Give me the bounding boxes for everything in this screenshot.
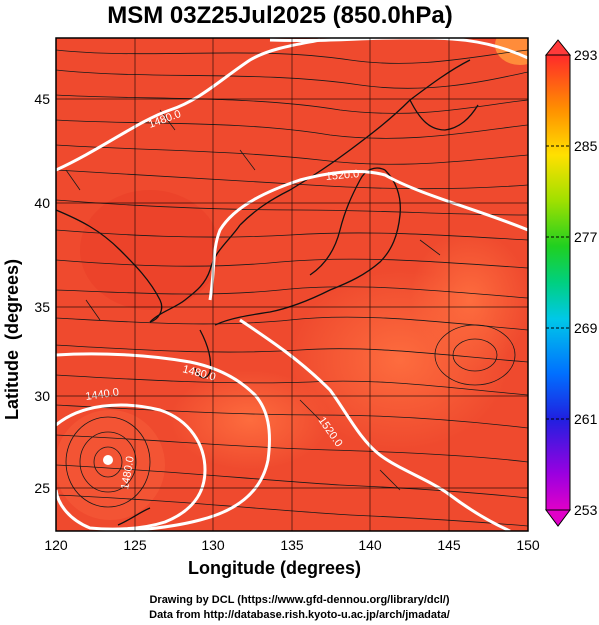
colorbar-tick-285: 285 bbox=[574, 138, 598, 154]
contour-label-2: 1520.0 bbox=[325, 168, 360, 183]
plot-frame bbox=[55, 37, 529, 532]
x-axis-ticks: 120 125 130 135 140 145 150 bbox=[44, 537, 540, 553]
gridlines bbox=[56, 38, 528, 531]
colorbar-tick-277: 277 bbox=[574, 229, 598, 245]
colorbar-tick-253: 253 bbox=[574, 502, 598, 518]
y-tick-40: 40 bbox=[34, 195, 50, 211]
contour-label-4: 1440.0 bbox=[85, 386, 120, 403]
colorbar-tick-269: 269 bbox=[574, 320, 598, 336]
colorbar: 293 285 277 269 261 253 bbox=[544, 39, 598, 527]
x-tick-130: 130 bbox=[201, 537, 225, 553]
x-tick-120: 120 bbox=[44, 537, 68, 553]
map-title: MSM 03Z25Jul2025 (850.0hPa) bbox=[107, 2, 453, 29]
colorbar-tick-261: 261 bbox=[574, 411, 598, 427]
credit-data-source: Data from http://database.rish.kyoto-u.a… bbox=[149, 609, 450, 621]
x-tick-140: 140 bbox=[358, 537, 382, 553]
colorbar-scale bbox=[545, 54, 571, 511]
x-tick-135: 135 bbox=[280, 537, 304, 553]
temperature-field: 1480.0 1520.0 1480.0 1440.0 1520.0 1480.… bbox=[56, 38, 528, 531]
credit-drawing: Drawing by DCL (https://www.gfd-dennou.o… bbox=[149, 594, 450, 606]
colorbar-bottom-arrow bbox=[545, 509, 571, 527]
y-tick-45: 45 bbox=[34, 91, 50, 107]
height-contours bbox=[56, 38, 528, 531]
x-tick-150: 150 bbox=[516, 537, 540, 553]
y-tick-35: 35 bbox=[34, 299, 50, 315]
colorbar-tick-293: 293 bbox=[574, 47, 598, 63]
x-axis-label: Longitude (degrees) bbox=[188, 558, 362, 578]
y-tick-25: 25 bbox=[34, 480, 50, 496]
contour-label-6: 1480.0 bbox=[119, 455, 137, 490]
y-tick-30: 30 bbox=[34, 388, 50, 404]
y-axis-ticks: 25 30 35 40 45 bbox=[34, 91, 50, 496]
y-axis-label: Latitude (degrees) bbox=[2, 258, 22, 420]
colorbar-top-arrow bbox=[544, 39, 572, 56]
streamlines bbox=[56, 49, 528, 527]
x-tick-125: 125 bbox=[123, 537, 147, 553]
x-tick-145: 145 bbox=[437, 537, 461, 553]
